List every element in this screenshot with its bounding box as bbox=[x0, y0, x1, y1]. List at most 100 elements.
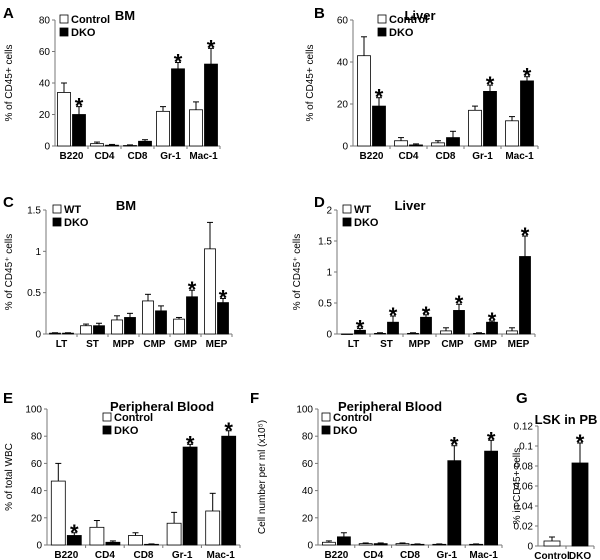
chart-title: BM bbox=[116, 198, 136, 213]
x-tick-label: ST bbox=[86, 339, 99, 350]
x-tick-label: CMP bbox=[441, 339, 464, 350]
legend-swatch bbox=[321, 425, 331, 435]
significance-star: * bbox=[75, 94, 84, 119]
y-tick-label: 20 bbox=[302, 513, 314, 524]
y-tick-label: 2 bbox=[326, 206, 332, 217]
y-axis-label: Cell number per ml (x10⁵) bbox=[257, 420, 268, 534]
x-tick-label: B220 bbox=[60, 151, 84, 162]
y-tick-label: 0.08 bbox=[514, 462, 534, 473]
wt-bar bbox=[341, 333, 353, 335]
control-bar bbox=[57, 92, 71, 147]
legend-label: WT bbox=[354, 204, 371, 216]
control-bar bbox=[321, 541, 336, 546]
x-tick-label: CMP bbox=[143, 339, 166, 350]
y-tick-label: 0 bbox=[326, 330, 332, 341]
legend-swatch bbox=[321, 412, 331, 422]
y-tick-label: 0.5 bbox=[27, 288, 41, 299]
x-tick-label: Mac-1 bbox=[189, 151, 218, 162]
significance-star: * bbox=[523, 64, 532, 89]
legend-swatch bbox=[52, 204, 62, 214]
legend-swatch bbox=[59, 14, 69, 24]
control-bar bbox=[395, 543, 410, 546]
y-tick-label: 40 bbox=[302, 486, 314, 497]
dko-bar bbox=[138, 140, 152, 147]
significance-star: * bbox=[207, 35, 216, 60]
dko-bar bbox=[483, 91, 497, 147]
legend-label: DKO bbox=[389, 27, 414, 39]
significance-star: * bbox=[576, 430, 585, 455]
y-tick-label: 20 bbox=[31, 513, 43, 524]
control-bar bbox=[205, 510, 221, 546]
dko-bar bbox=[221, 435, 237, 546]
wt-bar bbox=[80, 325, 92, 335]
dko-bar bbox=[447, 460, 462, 546]
x-tick-label: MEP bbox=[508, 339, 530, 350]
dko-bar bbox=[105, 144, 119, 147]
dko-bar bbox=[72, 114, 86, 147]
y-tick-label: 0 bbox=[527, 542, 533, 553]
significance-star: * bbox=[356, 315, 365, 340]
y-axis-label: % in CD45+ cells bbox=[512, 448, 523, 524]
significance-star: * bbox=[521, 223, 530, 248]
significance-star: * bbox=[488, 308, 497, 333]
x-tick-label: MPP bbox=[409, 339, 431, 350]
x-tick-label: ST bbox=[380, 339, 393, 350]
dko-bar bbox=[155, 310, 167, 335]
y-tick-label: 20 bbox=[337, 100, 349, 111]
x-tick-label: GMP bbox=[474, 339, 497, 350]
y-tick-label: 0.5 bbox=[318, 299, 332, 310]
y-axis-label: % of CD45+ cells bbox=[305, 45, 316, 122]
control-bar bbox=[50, 480, 66, 546]
panel-e: E Peripheral Blood % of total WBC 0 20 40 60 80… bbox=[3, 390, 241, 560]
y-tick-label: 1 bbox=[35, 247, 41, 258]
y-tick-label: 1.5 bbox=[318, 237, 332, 248]
legend-label: DKO bbox=[64, 217, 89, 229]
chart-title: Peripheral Blood bbox=[338, 399, 442, 414]
x-tick-label: CD8 bbox=[435, 151, 455, 162]
x-tick-label: Mac-1 bbox=[469, 550, 498, 560]
legend-swatch bbox=[102, 425, 112, 435]
x-tick-label: MPP bbox=[113, 339, 135, 350]
control-bar bbox=[431, 142, 445, 147]
dko-bar bbox=[93, 325, 105, 335]
x-tick-label: Mac-1 bbox=[505, 151, 534, 162]
control-bar bbox=[156, 110, 170, 147]
control-bar bbox=[432, 543, 447, 546]
x-tick-label: MEP bbox=[206, 339, 228, 350]
legend-swatch bbox=[342, 217, 352, 227]
dko-bar bbox=[446, 137, 460, 147]
x-tick-label: Mac-1 bbox=[207, 550, 236, 560]
chart-title: BM bbox=[115, 8, 135, 23]
y-tick-label: 0 bbox=[35, 330, 41, 341]
x-tick-label: CD8 bbox=[133, 550, 153, 560]
panel-letter: C bbox=[3, 194, 14, 211]
legend-label: Control bbox=[114, 412, 153, 424]
significance-star: * bbox=[422, 302, 431, 327]
wt-bar bbox=[506, 330, 518, 335]
legend-swatch bbox=[102, 412, 112, 422]
x-tick-label: Gr-1 bbox=[172, 550, 193, 560]
panel-letter: F bbox=[250, 390, 259, 407]
dko-bar bbox=[124, 317, 136, 335]
dko-bar bbox=[105, 541, 121, 546]
dko-bar bbox=[372, 105, 386, 147]
y-tick-label: 80 bbox=[302, 432, 314, 443]
x-tick-label: LT bbox=[348, 339, 359, 350]
control-bar bbox=[166, 522, 182, 546]
y-tick-label: 80 bbox=[31, 432, 43, 443]
y-axis-label: % of CD45+ cells bbox=[4, 45, 15, 122]
legend-label: Control bbox=[333, 412, 372, 424]
legend-label: DKO bbox=[114, 425, 139, 437]
panel-b: B Liver % of CD45+ cells 0 20 40 60 B220 CD4 CD8 G… bbox=[305, 5, 539, 162]
wt-bar bbox=[440, 330, 452, 335]
chart-title: Liver bbox=[404, 8, 435, 23]
wt-bar bbox=[204, 248, 216, 335]
control-bar bbox=[468, 109, 482, 147]
dko-bar bbox=[410, 543, 425, 546]
panel-a: A BM % of CD45+ cells 0 20 40 60 80 B220 CD4 CD8 Gr… bbox=[3, 5, 221, 162]
control-bar bbox=[189, 109, 203, 147]
control-bar bbox=[123, 145, 137, 147]
y-tick-label: 40 bbox=[39, 79, 51, 90]
y-axis-label: % of CD45⁺ cells bbox=[292, 234, 303, 310]
wt-bar bbox=[111, 319, 123, 335]
